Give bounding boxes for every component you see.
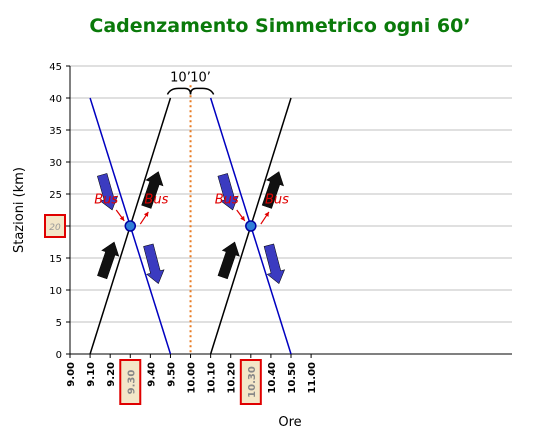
brace-right <box>189 87 215 95</box>
y-tick-label: 40 <box>49 94 62 105</box>
axes <box>66 65 512 358</box>
y-tick-label: 10 <box>49 286 62 297</box>
arrow-down-right-1-shape <box>97 173 118 211</box>
crossing-point-2 <box>245 220 257 232</box>
x-tick-label: 10.10 <box>207 362 218 394</box>
y-tick-label: 5 <box>56 318 62 329</box>
bus-pointer-1-head <box>119 215 125 221</box>
grid <box>70 65 512 323</box>
arrow-down-right-1 <box>97 173 118 211</box>
arrow-down-right-2 <box>143 243 165 285</box>
arrow-up-right-4-shape <box>261 171 284 209</box>
y-tick-label: 30 <box>49 158 62 169</box>
bus-label: Bus <box>144 193 168 208</box>
arrow-down-right-3 <box>217 173 239 211</box>
bus-pointer-4-head <box>264 211 269 217</box>
arrow-up-right-3-shape <box>217 241 240 280</box>
y-tick-label: 25 <box>49 190 62 201</box>
y-tick-label: 35 <box>49 126 62 137</box>
y-tick-label: 20 <box>49 223 61 233</box>
brace-label-left: 10’ <box>170 70 191 85</box>
arrow-up-right-1 <box>97 241 120 280</box>
x-tick-label: 9.00 <box>66 362 77 387</box>
chart-title: Cadenzamento Simmetrico ogni 60’ <box>89 15 470 37</box>
x-tick-label: 10.20 <box>227 362 238 394</box>
x-tick-label: 9.10 <box>86 362 97 387</box>
arrow-down-right-4-shape <box>263 243 286 285</box>
tick-labels: 0 5 10 15 20 25 30 35 40 45 9.00 9.10 9.20 9.30 9.40 9.… <box>44 62 318 405</box>
x-tick-highlight <box>119 359 142 405</box>
arrow-up-right-2 <box>141 171 164 209</box>
arrow-up-right-2-shape <box>141 171 164 209</box>
bus-pointer-2-head <box>143 211 149 217</box>
x-tick-label: 10.40 <box>267 362 278 394</box>
x-tick-label: 10.00 <box>187 362 198 394</box>
y-tick-label: 0 <box>56 350 62 361</box>
arrow-up-right-1-shape <box>97 241 120 280</box>
x-tick-label: 9.30 <box>126 370 137 395</box>
x-tick-highlight <box>239 359 262 405</box>
brace-left <box>166 87 192 95</box>
arrow-up-right-3 <box>217 241 240 280</box>
x-tick-label: 10.30 <box>247 366 258 398</box>
bus-label: Bus <box>265 193 289 208</box>
x-tick-label: 10.50 <box>287 362 298 394</box>
arrow-down-right-2-shape <box>143 243 165 285</box>
marks-group: 10’ 10’ Bus Bus Bus Bus <box>94 70 289 354</box>
x-tick-label: 11.00 <box>307 362 318 394</box>
x-axis-label: Ore <box>278 415 301 430</box>
x-tick-label: 9.40 <box>146 362 157 387</box>
y-tick-label: 15 <box>49 254 62 265</box>
y-axis-label: Stazioni (km) <box>12 167 27 253</box>
bus-pointer-3-head <box>240 215 245 221</box>
y-tick-label: 45 <box>49 62 62 73</box>
x-tick-label: 9.20 <box>106 362 117 387</box>
arrow-down-right-4 <box>263 243 286 285</box>
bus-label: Bus <box>215 193 239 208</box>
arrow-down-right-3-shape <box>217 173 239 211</box>
y-tick-highlight <box>44 214 66 238</box>
x-tick-label: 9.50 <box>166 362 177 387</box>
brace-label-right: 10’ <box>190 70 211 85</box>
arrow-up-right-4 <box>261 171 284 209</box>
crossing-point-1 <box>124 220 137 232</box>
bus-label: Bus <box>94 193 118 208</box>
